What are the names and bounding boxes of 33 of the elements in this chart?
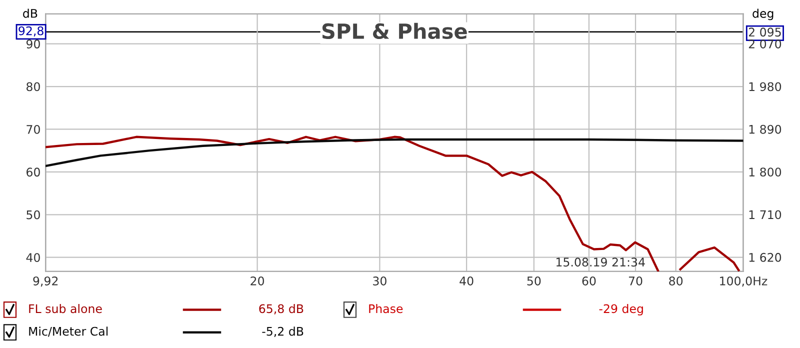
y-axis-title: dB	[23, 8, 38, 18]
text: -5,2 dB	[262, 326, 304, 337]
text: 65,8 dB	[259, 304, 304, 314]
chart-title: SPL & Phase	[322, 22, 467, 40]
y2-tick-label: 1 980	[749, 82, 782, 92]
y2-tick-label: 1 710	[749, 210, 782, 220]
y2-tick-label: 2 070	[748, 40, 782, 48]
y-tick-label: 90	[26, 40, 40, 48]
x-tick-label: 100,0Hz	[720, 276, 768, 287]
y-tick-label: 70	[26, 124, 40, 134]
annotation: 15.08.19 21:34	[556, 258, 645, 267]
x-tick-label: 9,92	[33, 276, 58, 287]
x-tick-label: 70	[628, 276, 642, 286]
y2-tick-label: 1 620	[749, 252, 782, 262]
x-tick-label: 40	[460, 276, 474, 286]
legend-label: FL sub alone	[29, 304, 102, 314]
y-tick-label: 60	[26, 168, 40, 177]
y2-tick-label: 1 800	[749, 168, 782, 176]
y2-tick-label: 2 095	[748, 28, 781, 37]
x-tick-label: 80	[669, 276, 683, 286]
ref-line-label: 92,8	[18, 26, 44, 36]
y-tick-label: 50	[26, 210, 40, 220]
x-tick-label: 50	[527, 276, 541, 286]
y2-tick-label: 1 890	[749, 124, 782, 134]
x-tick-label: 60	[582, 276, 596, 286]
text: Phase	[369, 304, 403, 314]
y2-axis-title: deg	[752, 8, 774, 20]
y-tick-label: 80	[26, 82, 40, 92]
x-tick-label: 30	[373, 276, 386, 286]
y-tick-label: 40	[26, 253, 40, 262]
legend-label: Mic/Meter Cal	[29, 326, 108, 337]
text: -29 deg	[599, 304, 643, 316]
x-tick-label: 20	[250, 276, 264, 286]
